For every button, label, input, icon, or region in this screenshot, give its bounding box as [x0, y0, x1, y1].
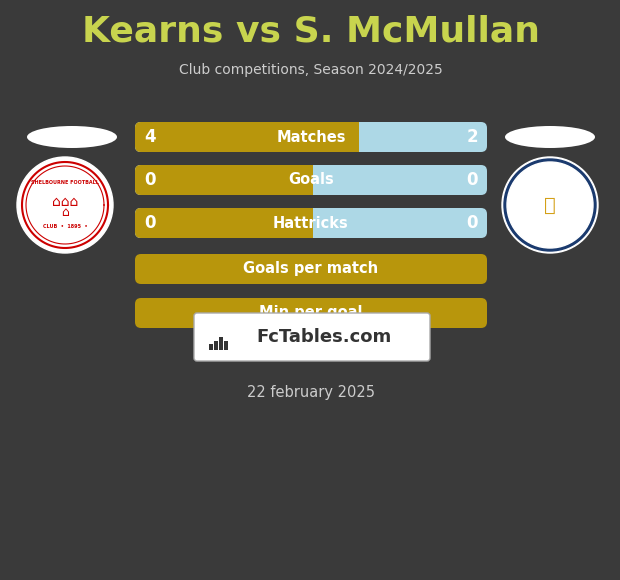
FancyBboxPatch shape [135, 254, 487, 284]
Bar [209, 344, 213, 350]
FancyBboxPatch shape [135, 208, 487, 238]
Circle shape [504, 159, 596, 251]
Bar [224, 341, 228, 350]
Text: Kearns vs S. McMullan: Kearns vs S. McMullan [82, 15, 540, 49]
Text: Hattricks: Hattricks [273, 216, 349, 230]
Text: Goals: Goals [288, 172, 334, 187]
FancyBboxPatch shape [135, 165, 311, 195]
Text: 0: 0 [466, 171, 478, 189]
FancyBboxPatch shape [135, 122, 356, 152]
Text: 0: 0 [144, 171, 156, 189]
Ellipse shape [505, 126, 595, 148]
Ellipse shape [27, 126, 117, 148]
Text: Matches: Matches [277, 129, 346, 144]
Text: FOOTBALL CLUB: FOOTBALL CLUB [528, 224, 572, 230]
FancyBboxPatch shape [135, 208, 311, 238]
FancyBboxPatch shape [135, 122, 356, 152]
FancyBboxPatch shape [135, 298, 487, 328]
Text: CLUB  •  1895  •: CLUB • 1895 • [43, 224, 87, 230]
FancyBboxPatch shape [135, 165, 311, 195]
Text: 2: 2 [466, 128, 478, 146]
Text: ⛵: ⛵ [544, 195, 556, 215]
Text: 22 february 2025: 22 february 2025 [247, 385, 375, 400]
Bar [214, 341, 218, 350]
Circle shape [507, 162, 593, 248]
FancyBboxPatch shape [194, 313, 430, 361]
Text: 0: 0 [466, 214, 478, 232]
Text: SHELBOURNE FOOTBALL: SHELBOURNE FOOTBALL [31, 180, 99, 186]
Circle shape [17, 157, 113, 253]
Text: ⌂: ⌂ [61, 206, 69, 219]
Bar [351, 122, 359, 152]
Text: FcTables.com: FcTables.com [257, 328, 392, 346]
Text: 0: 0 [144, 214, 156, 232]
Text: 4: 4 [144, 128, 156, 146]
Bar [219, 337, 223, 350]
FancyBboxPatch shape [135, 122, 487, 152]
Circle shape [19, 159, 111, 251]
Text: ⌂⌂⌂: ⌂⌂⌂ [52, 195, 78, 209]
Bar [305, 165, 313, 195]
Bar [305, 208, 313, 238]
Text: WATERFORD UNITED: WATERFORD UNITED [521, 180, 578, 186]
Text: Club competitions, Season 2024/2025: Club competitions, Season 2024/2025 [179, 63, 443, 77]
Text: Min per goal: Min per goal [259, 306, 363, 321]
Circle shape [502, 157, 598, 253]
FancyBboxPatch shape [135, 165, 487, 195]
Text: Goals per match: Goals per match [244, 262, 379, 277]
FancyBboxPatch shape [135, 208, 311, 238]
